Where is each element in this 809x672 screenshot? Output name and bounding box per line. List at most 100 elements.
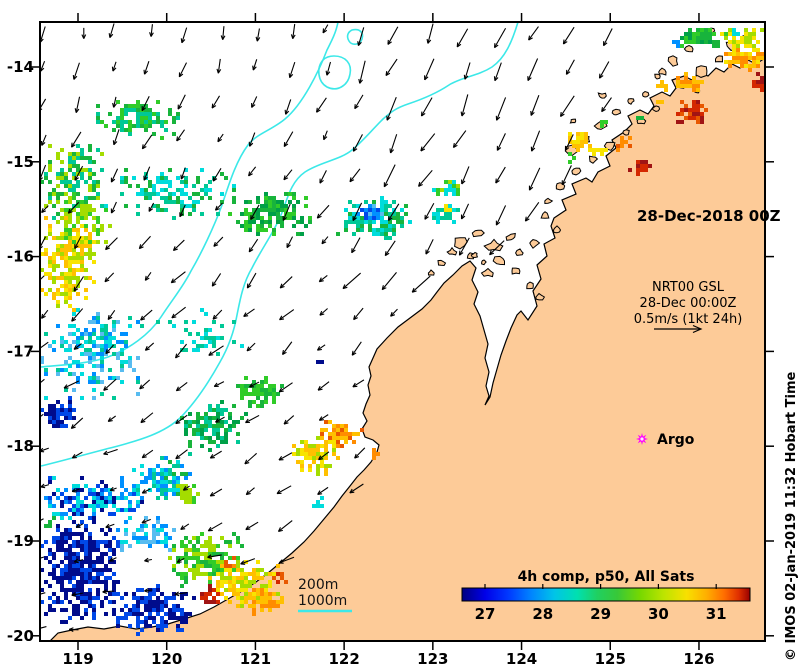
island: [492, 255, 505, 266]
current-vector: [495, 166, 506, 184]
current-vector: [390, 308, 398, 317]
current-vector: [243, 308, 255, 318]
current-vector: [278, 382, 293, 393]
island: [588, 155, 599, 164]
current-vector: [140, 412, 154, 424]
land-layer: [49, 57, 765, 641]
current-vector: [207, 522, 223, 532]
sst-blob: [200, 584, 220, 604]
current-vector: [144, 271, 152, 281]
current-vector: [249, 381, 260, 388]
current-vector: [71, 592, 84, 597]
island: [683, 44, 694, 53]
current-vector: [71, 487, 80, 493]
colorbar-tick-label: 27: [475, 605, 496, 623]
current-vector: [316, 97, 327, 113]
current-vector: [174, 591, 188, 597]
colorbar-tick-label: 29: [590, 605, 611, 623]
current-vector: [354, 447, 366, 459]
depth-legend: 200m 1000m: [298, 577, 352, 613]
current-vector: [282, 341, 293, 355]
current-vector: [245, 414, 260, 424]
sst-blob: [336, 196, 412, 240]
current-vector: [349, 483, 364, 494]
current-vector: [318, 451, 330, 461]
island: [540, 211, 550, 219]
island: [611, 108, 622, 116]
current-vector: [318, 414, 329, 421]
current-vector: [211, 95, 221, 109]
current-vector: [290, 23, 296, 39]
current-vector: [110, 201, 117, 214]
current-vector: [140, 309, 153, 321]
sst-blob: [316, 360, 324, 364]
current-vector: [325, 61, 332, 76]
island: [654, 73, 661, 80]
current-vector: [527, 58, 539, 82]
current-vector: [530, 130, 541, 152]
colorbar-title: 4h comp, p50, All Sats: [518, 569, 695, 585]
island: [481, 259, 487, 266]
island: [427, 269, 435, 276]
vector-scale-label: 0.5m/s (1kt 24h): [634, 312, 743, 327]
mainland-coast: [49, 57, 765, 641]
current-vector: [561, 165, 572, 186]
island: [483, 238, 504, 252]
colorbar-tick-label: 31: [706, 605, 727, 623]
current-vector: [420, 133, 436, 152]
sst-blob: [636, 116, 644, 120]
x-axis-tick-label: 119: [62, 650, 93, 668]
sst-blob: [592, 148, 608, 156]
sst-blob: [616, 136, 632, 152]
current-vector: [108, 23, 115, 38]
current-vector: [74, 96, 81, 113]
argo-marker-icon: [636, 433, 648, 445]
sst-pixel-layer: [40, 28, 765, 636]
current-vector: [109, 486, 117, 492]
x-axis-tick-label: 123: [417, 650, 448, 668]
current-vector: [353, 307, 364, 321]
y-axis-tick-label: -18: [7, 437, 34, 455]
current-vector: [495, 97, 507, 121]
current-vector: [386, 96, 397, 121]
current-vector: [175, 343, 187, 359]
current-vector: [209, 488, 223, 497]
current-vector: [387, 26, 399, 45]
current-vector: [425, 239, 434, 255]
island: [571, 167, 582, 176]
current-vector: [559, 95, 575, 117]
sst-blob: [656, 80, 668, 92]
current-vector: [74, 165, 84, 181]
sst-blob: [224, 556, 236, 568]
current-vector: [248, 238, 259, 253]
island: [622, 129, 630, 136]
current-vector: [250, 204, 260, 221]
current-vector: [279, 276, 293, 289]
current-vector: [170, 271, 186, 284]
current-vector: [317, 486, 329, 495]
current-vector: [67, 201, 80, 214]
island: [515, 248, 524, 256]
current-vector: [63, 380, 80, 389]
island: [569, 118, 577, 124]
current-vector: [565, 59, 575, 75]
sst-blob: [752, 72, 765, 92]
current-vector: [143, 166, 151, 181]
island: [437, 259, 447, 267]
isobath-1000m-small-loop: [346, 28, 364, 45]
current-vector: [75, 523, 84, 528]
current-vector: [208, 345, 224, 356]
y-axis-tick-label: -16: [7, 248, 34, 266]
current-vector: [109, 557, 117, 562]
current-vector: [351, 341, 362, 356]
current-vector: [424, 202, 435, 220]
current-vector: [144, 557, 152, 563]
current-vector: [246, 272, 257, 289]
sst-blob: [676, 100, 708, 124]
current-vector: [72, 62, 80, 80]
current-vector: [175, 449, 188, 460]
current-vector: [213, 381, 225, 387]
depth-legend-1000m: 1000m: [298, 593, 347, 609]
current-vector: [81, 27, 87, 39]
current-vector: [141, 96, 150, 112]
